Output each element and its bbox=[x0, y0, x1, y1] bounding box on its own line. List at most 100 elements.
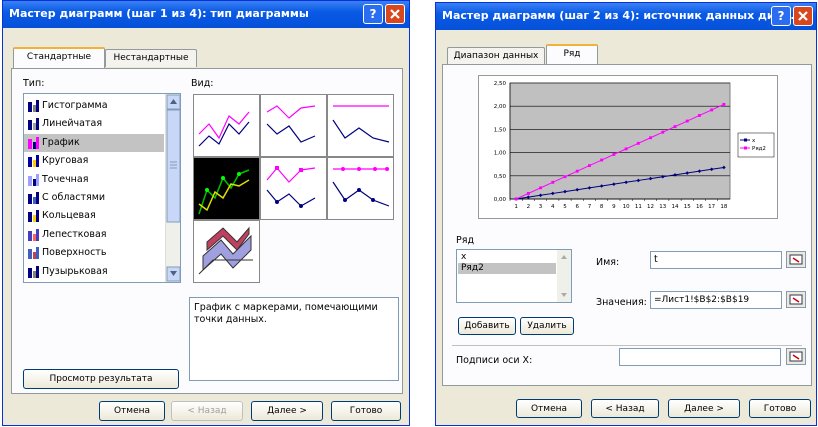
chart-type-icon bbox=[27, 228, 40, 241]
remove-button[interactable]: Удалить bbox=[520, 317, 574, 335]
range-button[interactable] bbox=[786, 251, 806, 268]
chart-type-label: Линейчатая bbox=[42, 118, 102, 129]
add-button[interactable]: Добавить bbox=[458, 317, 516, 335]
icon-part bbox=[28, 102, 32, 112]
description: График с маркерами, помечающими точки да… bbox=[189, 297, 399, 381]
marker bbox=[612, 153, 615, 156]
marker bbox=[698, 114, 701, 117]
marker bbox=[722, 103, 725, 106]
y-tick-label: 1,50 bbox=[494, 127, 507, 133]
y-tick-label: 2,00 bbox=[494, 104, 507, 110]
icon-part bbox=[33, 215, 36, 222]
tab[interactable]: Диапазон данных bbox=[447, 47, 545, 65]
icon-part bbox=[33, 271, 36, 278]
chart-type-icon bbox=[27, 154, 40, 167]
x-tick-label: 17 bbox=[708, 204, 715, 210]
chart-type-item[interactable]: Поверхность bbox=[24, 244, 164, 262]
marker bbox=[625, 147, 628, 150]
plot-area bbox=[510, 83, 730, 199]
marker bbox=[588, 164, 591, 167]
x-tick-label: 9 bbox=[612, 204, 616, 210]
close-button[interactable] bbox=[793, 6, 813, 26]
next-button[interactable]: Далее > bbox=[251, 401, 323, 421]
close-icon bbox=[794, 7, 812, 25]
chart-type-item[interactable]: Линейчатая bbox=[24, 115, 164, 133]
x-tick-label: 7 bbox=[588, 204, 592, 210]
legend-marker bbox=[744, 147, 747, 150]
x-tick-label: 14 bbox=[672, 204, 679, 210]
y-tick-label: 1,00 bbox=[494, 151, 507, 157]
series-list-item[interactable]: x bbox=[458, 252, 556, 263]
values-input[interactable]: =Лист1!$B$2:$B$19 bbox=[650, 291, 782, 309]
marker bbox=[661, 131, 664, 134]
name-input[interactable]: t bbox=[650, 251, 782, 269]
range-button[interactable] bbox=[786, 291, 806, 308]
finish-button[interactable]: Готово bbox=[749, 399, 811, 418]
title-bar: Мастер диаграмм (шаг 1 из 4): тип диагра… bbox=[3, 1, 409, 28]
x-tick-label: 12 bbox=[647, 204, 654, 210]
scrollbar[interactable] bbox=[165, 94, 180, 282]
chart-type-label: С областями bbox=[42, 192, 105, 203]
icon-part bbox=[33, 105, 36, 112]
marker bbox=[576, 170, 579, 173]
x-tick-label: 10 bbox=[623, 204, 630, 210]
icon-part bbox=[36, 155, 39, 167]
series-list-item[interactable]: Ряд2 bbox=[458, 263, 556, 274]
tab[interactable]: Ряд bbox=[546, 44, 598, 65]
icon-part bbox=[36, 229, 39, 241]
marker bbox=[710, 108, 713, 111]
legend-box bbox=[738, 133, 774, 157]
x-tick-label: 11 bbox=[635, 204, 642, 210]
tab[interactable]: Стандартные bbox=[13, 47, 105, 68]
dialog-title: Мастер диаграмм (шаг 1 из 4): тип диагра… bbox=[9, 7, 309, 20]
icon-part bbox=[28, 249, 32, 259]
back-button[interactable]: < Назад bbox=[171, 401, 243, 421]
chart-type-icon bbox=[27, 117, 40, 130]
icon-part bbox=[33, 234, 36, 241]
back-button[interactable]: < Назад bbox=[591, 399, 659, 418]
chart-type-icon bbox=[27, 265, 40, 278]
scrollbar[interactable] bbox=[557, 250, 571, 302]
chart-type-label: Пузырьковая bbox=[42, 266, 108, 277]
finish-button[interactable]: Готово bbox=[331, 401, 401, 421]
x-labels-input[interactable] bbox=[619, 348, 781, 366]
icon-part bbox=[33, 197, 36, 204]
chart-type-icon bbox=[27, 136, 40, 149]
chart-type-item[interactable]: Пузырьковая bbox=[24, 263, 164, 281]
subtype-gallery[interactable] bbox=[193, 94, 399, 290]
marker bbox=[649, 136, 652, 139]
icon-part bbox=[33, 142, 36, 149]
chart-type-icon bbox=[27, 246, 40, 259]
close-button[interactable] bbox=[385, 4, 405, 24]
icon-part bbox=[33, 179, 36, 186]
chart-type-icon bbox=[27, 191, 40, 204]
chart-type-item[interactable]: Кольцевая bbox=[24, 207, 164, 225]
preview-button[interactable]: Просмотр результата bbox=[23, 369, 179, 389]
x-tick-label: 8 bbox=[600, 204, 604, 210]
icon-part bbox=[36, 174, 39, 186]
x-tick-label: 5 bbox=[563, 204, 567, 210]
range-button[interactable] bbox=[786, 348, 806, 365]
close-icon bbox=[386, 5, 404, 23]
icon-part bbox=[33, 252, 36, 259]
chart-type-item[interactable]: Лепестковая bbox=[24, 226, 164, 244]
icon-part bbox=[28, 176, 32, 186]
chart-type-item[interactable]: С областями bbox=[24, 189, 164, 207]
marker bbox=[600, 159, 603, 162]
chart-type-item[interactable]: Круговая bbox=[24, 152, 164, 170]
icon-part bbox=[28, 212, 32, 222]
help-button[interactable]: ? bbox=[363, 4, 383, 24]
legend-label: Ряд2 bbox=[752, 146, 766, 152]
next-button[interactable]: Далее > bbox=[668, 399, 740, 418]
chart-type-item[interactable]: Гистограмма bbox=[24, 97, 164, 115]
cancel-button[interactable]: Отмена bbox=[516, 399, 582, 418]
cancel-button[interactable]: Отмена bbox=[99, 401, 165, 421]
tab[interactable]: Нестандартные bbox=[105, 49, 197, 67]
chart-type-item[interactable]: Точечная bbox=[24, 171, 164, 189]
icon-part bbox=[36, 192, 39, 204]
help-button[interactable]: ? bbox=[771, 6, 791, 26]
chart-type-item[interactable]: График bbox=[24, 134, 164, 152]
